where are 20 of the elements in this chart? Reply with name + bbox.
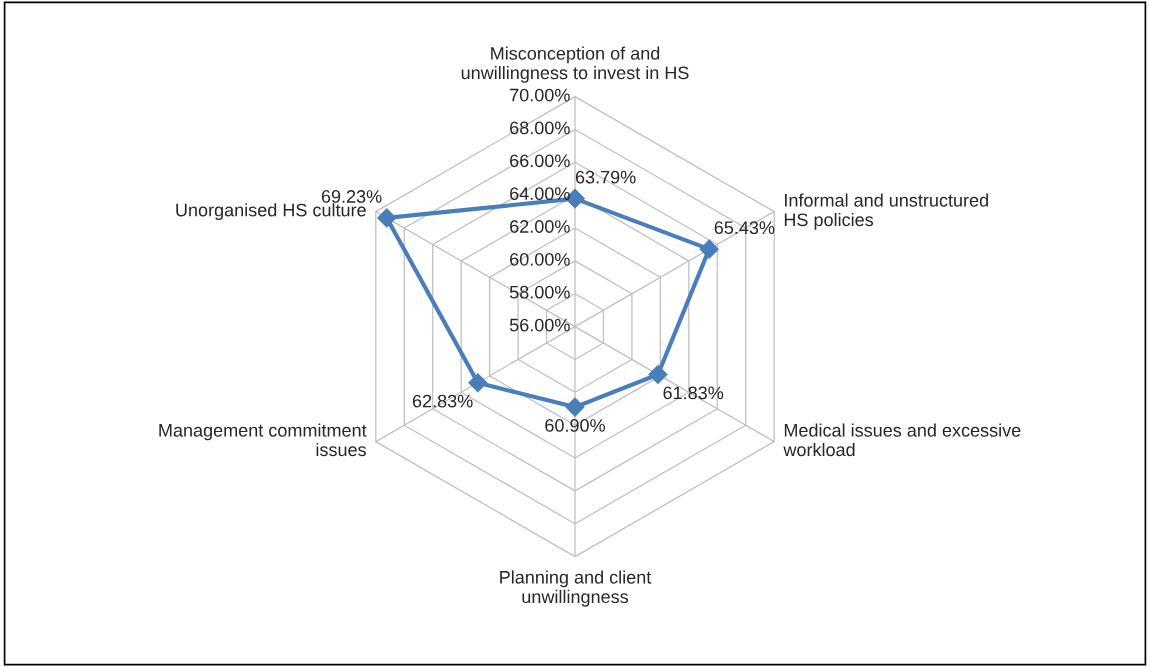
spoke-label: Planning and client unwillingness (500, 570, 652, 607)
text: 61.83% (663, 386, 724, 400)
text: 69.23% (321, 190, 382, 203)
text: 60.90% (545, 419, 605, 432)
spoke-label: Management commitment issues (159, 423, 367, 457)
y-tick-label: 62.00% (510, 220, 570, 233)
text: 65.43% (714, 221, 775, 235)
spoke-label: Medical issues and excessive workload (783, 423, 1021, 457)
y-tick-label: 60.00% (510, 252, 570, 266)
text: 63.79% (575, 170, 636, 184)
y-tick-label: 64.00% (510, 187, 570, 201)
spoke-label: Informal and unstructured HS policies (784, 193, 988, 230)
text: 62.83% (412, 394, 473, 408)
y-tick-label: 58.00% (509, 285, 570, 299)
y-tick-label: 66.00% (510, 154, 570, 168)
y-tick-label: 56.00% (509, 318, 570, 332)
spoke-label: Unorganised HS culture (176, 203, 366, 221)
y-tick-label: 68.00% (510, 121, 570, 135)
spoke-label: Misconception of and unwillingness to invest in HS (461, 46, 689, 83)
y-tick-label: 70.00% (510, 88, 570, 102)
